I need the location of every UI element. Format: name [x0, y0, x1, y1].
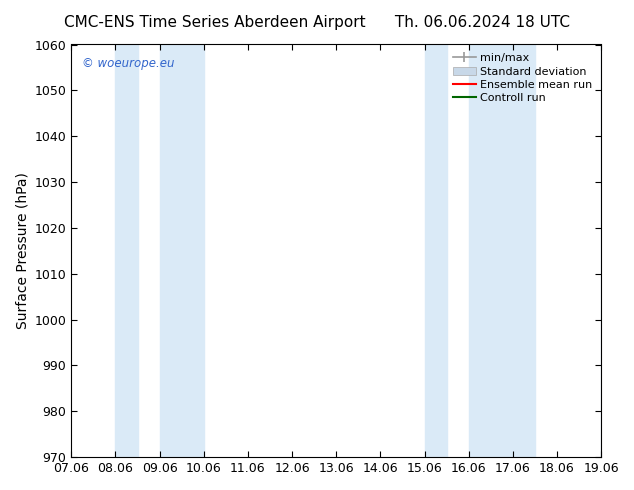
- Bar: [160, 45, 204, 457]
- Bar: [115, 45, 138, 457]
- Legend: min/max, Standard deviation, Ensemble mean run, Controll run: min/max, Standard deviation, Ensemble me…: [450, 50, 595, 107]
- Bar: [513, 45, 535, 457]
- Text: © woeurope.eu: © woeurope.eu: [82, 57, 174, 70]
- Text: CMC-ENS Time Series Aberdeen Airport      Th. 06.06.2024 18 UTC: CMC-ENS Time Series Aberdeen Airport Th.…: [64, 15, 570, 30]
- Y-axis label: Surface Pressure (hPa): Surface Pressure (hPa): [15, 172, 29, 329]
- Bar: [469, 45, 513, 457]
- Bar: [601, 45, 623, 457]
- Bar: [425, 45, 446, 457]
